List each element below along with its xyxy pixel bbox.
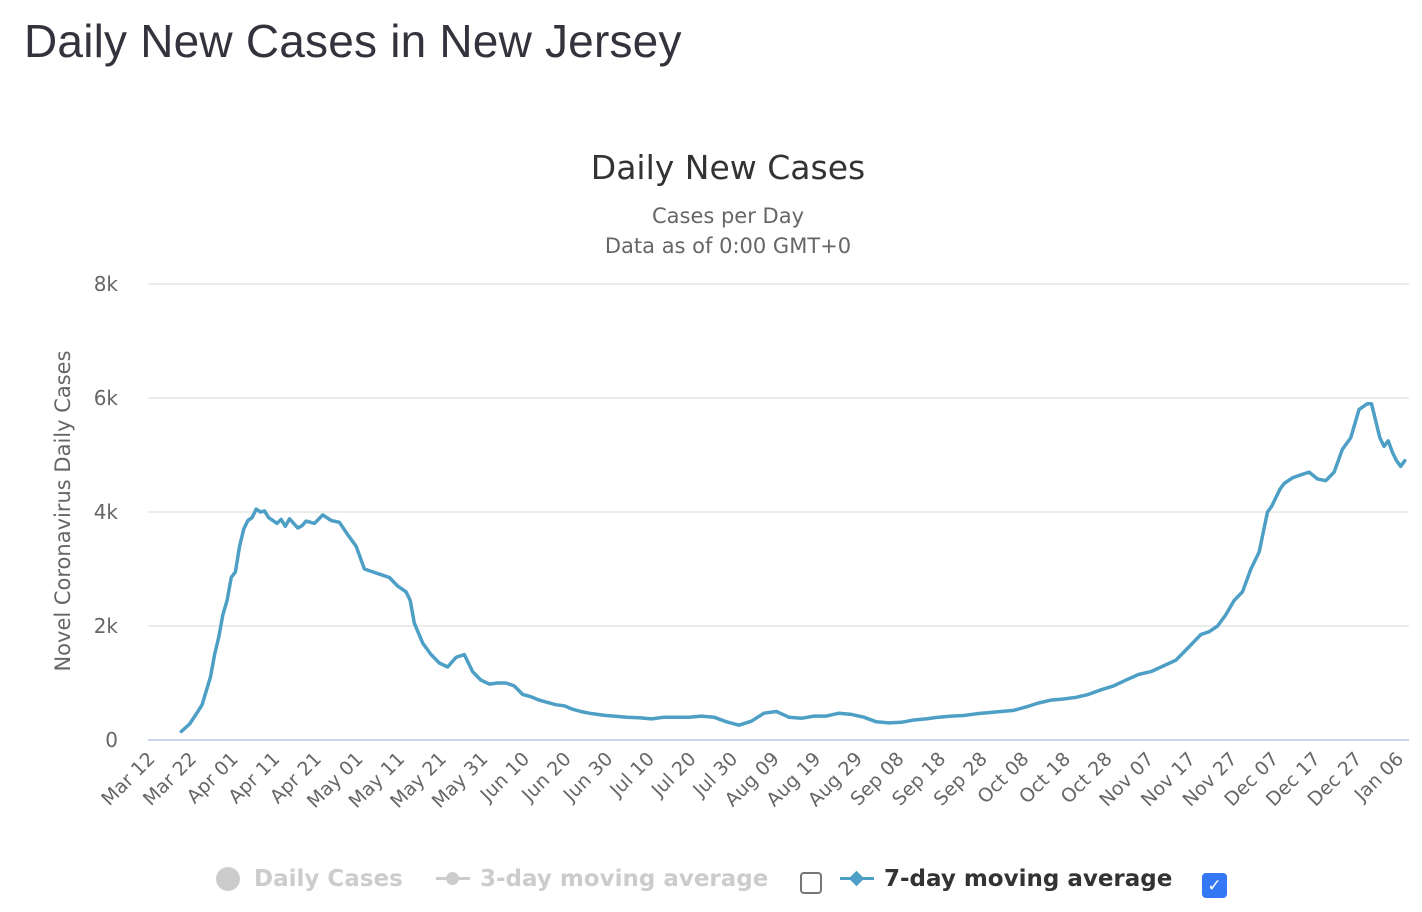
x-tick-label: Jul 20 [647,748,701,802]
series-group [179,401,1407,734]
y-tick-label: 8k [94,272,119,296]
legend: Daily Cases 3-day moving average 7-day m… [0,862,1422,902]
legend-label: 3-day moving average [480,866,769,892]
y-tick-label: 6k [94,386,119,410]
y-tick-label: 4k [94,500,119,524]
3-day-average-checkbox[interactable] [800,872,822,894]
gridlines [148,283,1409,741]
series-line-7-day-average[interactable] [179,401,1407,734]
y-tick-labels: 0 2k 4k 6k 8k [94,272,119,752]
x-tick-label: Jul 10 [605,748,659,802]
legend-item-7-day-average[interactable]: 7-day moving average [840,866,1172,892]
line-circle-marker-icon [436,867,470,891]
y-tick-label: 2k [94,614,119,638]
page-title: Daily New Cases in New Jersey [24,15,682,67]
y-tick-label: 0 [105,728,118,752]
chart-subtitle-1: Cases per Day [652,204,804,228]
y-axis-label: Novel Coronavirus Daily Cases [51,350,75,671]
7-day-average-checkbox[interactable]: ✓ [1202,873,1227,898]
legend-item-3-day-average[interactable]: 3-day moving average [436,866,768,892]
legend-label: Daily Cases [254,866,403,892]
line-diamond-marker-icon [840,867,874,891]
circle-marker-icon [216,867,240,891]
chart-title: Daily New Cases [591,148,865,187]
legend-label: 7-day moving average [884,866,1173,892]
chart-subtitle-2: Data as of 0:00 GMT+0 [605,234,851,258]
legend-item-daily-cases[interactable]: Daily Cases [216,866,403,892]
